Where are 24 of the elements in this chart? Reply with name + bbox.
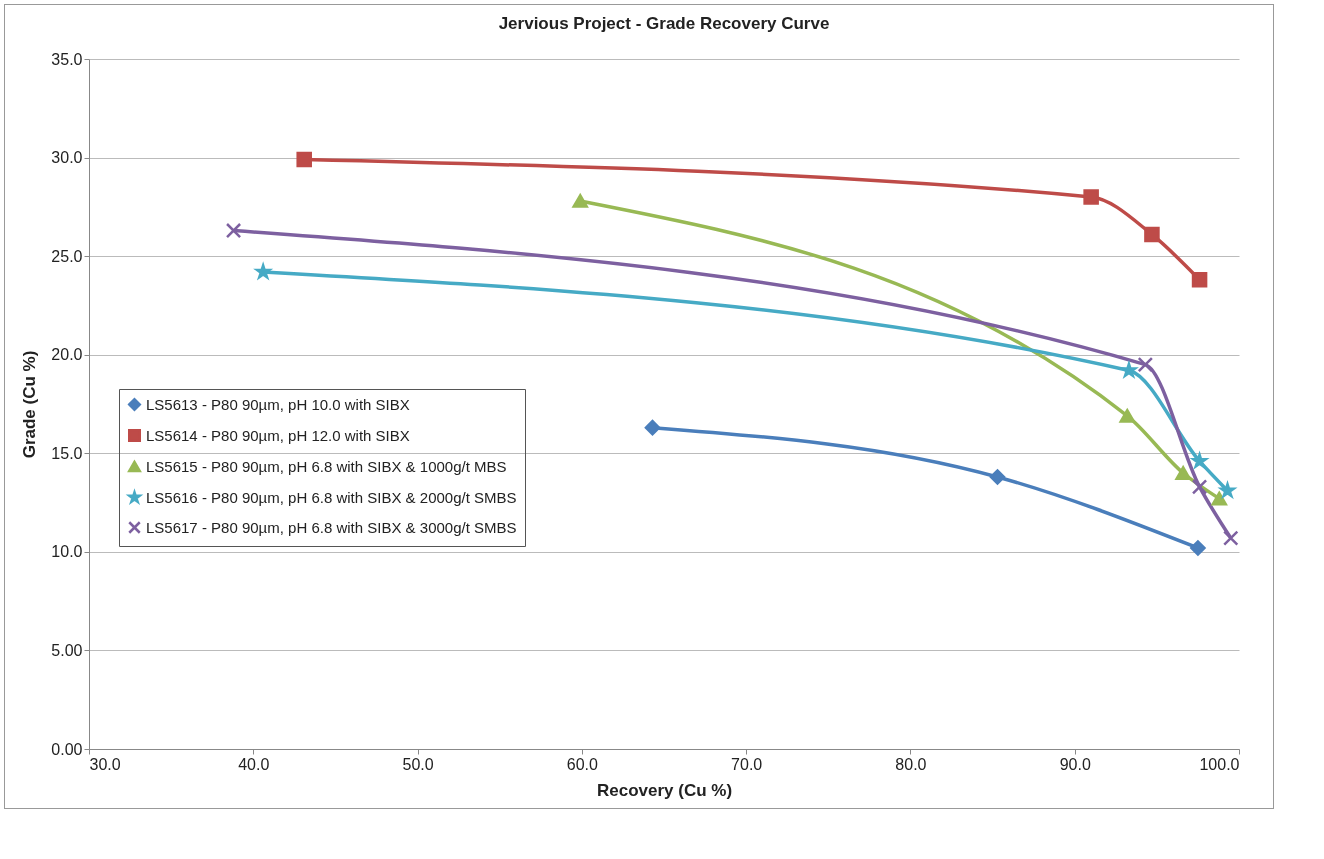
x-tick-label: 50.0 — [402, 755, 434, 773]
y-axis-title: Grade (Cu %) — [20, 350, 40, 459]
chart-title: Jervious Project - Grade Recovery Curve — [498, 14, 830, 33]
x-tick-label: 40.0 — [238, 755, 270, 773]
y-tick-label: 0.00 — [51, 740, 83, 758]
y-tick-label: 35.0 — [51, 50, 83, 68]
y-tick-label: 10.0 — [51, 543, 83, 561]
legend-label: LS5613 - P80 90µm, pH 10.0 with SIBX — [146, 395, 410, 413]
y-tick-label: 20.0 — [51, 346, 83, 364]
x-tick-label: 30.0 — [89, 755, 121, 773]
legend-label: LS5617 - P80 90µm, pH 6.8 with SIBX & 3000g/t SMBS — [146, 518, 517, 536]
x-tick-label: 80.0 — [895, 755, 927, 773]
x-axis-title: Recovery (Cu %) — [596, 780, 733, 800]
legend-label: LS5614 - P80 90µm, pH 12.0 with SIBX — [146, 426, 410, 444]
x-tick-label: 70.0 — [731, 755, 763, 773]
y-tick-label: 30.0 — [51, 149, 83, 167]
y-tick-label: 15.0 — [51, 444, 83, 462]
x-tick-label: 60.0 — [566, 755, 599, 773]
x-tick-label: 90.0 — [1059, 755, 1091, 773]
y-tick-label: 5.00 — [51, 641, 83, 659]
y-tick-label: 25.0 — [51, 247, 83, 265]
x-tick-label: 100.0 — [1199, 755, 1240, 773]
legend-label: LS5616 - P80 90µm, pH 6.8 with SIBX & 2000g/t SMBS — [146, 488, 517, 506]
legend-label: LS5615 - P80 90µm, pH 6.8 with SIBX & 1000g/t MBS — [146, 457, 507, 475]
